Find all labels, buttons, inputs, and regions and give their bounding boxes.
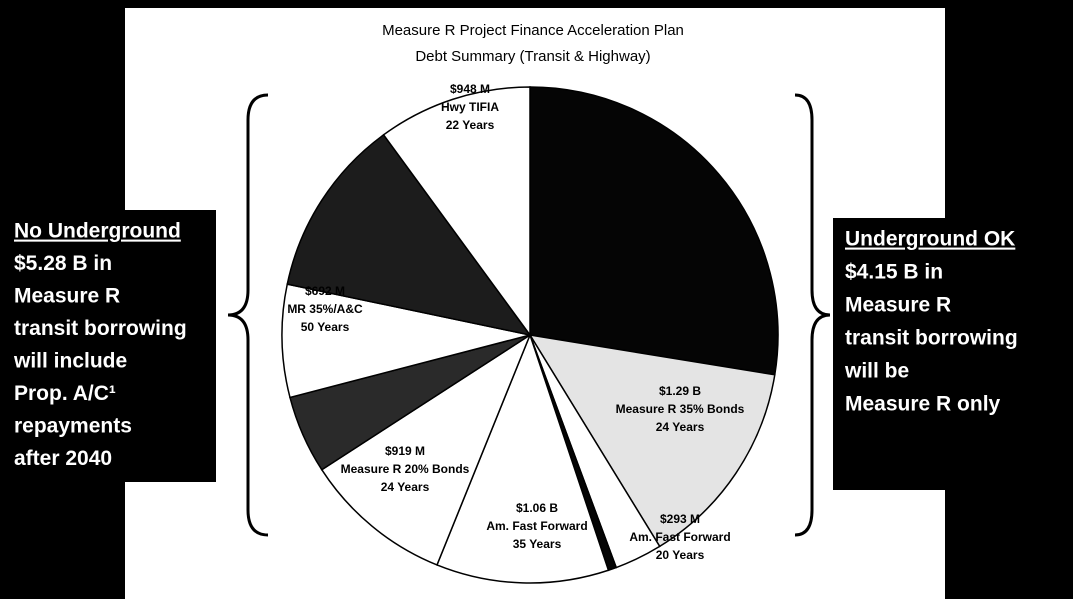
left-box	[0, 210, 216, 482]
pie-slice	[286, 133, 532, 337]
left-box-line: repayments	[14, 415, 132, 438]
slice-value-label: $293 M	[660, 512, 700, 526]
pie-slice	[382, 86, 531, 338]
slice-value-label: $1.29 B	[659, 384, 701, 398]
right-box-line: Measure R only	[845, 393, 1001, 416]
slice-category-label: Measure R 35% Bonds	[616, 402, 745, 416]
slice-category-label: Am. Fast Forward	[629, 530, 730, 544]
right-box-heading: Underground OK	[845, 228, 1015, 251]
slice-term-label: 35 Years	[513, 537, 562, 551]
left-box-line: after 2040	[14, 447, 112, 470]
slice-term-label: 24 Years	[381, 480, 430, 494]
right-box-line: transit borrowing	[845, 327, 1018, 350]
pie-slice	[436, 332, 610, 584]
slice-category-label: Am. Fast Forward	[486, 519, 587, 533]
slice-value-label: $919 M	[385, 444, 425, 458]
left-bracket	[227, 93, 269, 537]
slice-value-label: $948 M	[450, 82, 490, 96]
pie-slice	[528, 333, 776, 548]
pie	[281, 86, 779, 584]
left-box-line: Measure R	[14, 285, 120, 308]
chart-subtitle: Debt Summary (Transit & Highway)	[415, 48, 650, 65]
left-box-line: will include	[13, 350, 127, 373]
chart-title: Measure R Project Finance Acceleration P…	[382, 22, 684, 39]
right-box	[833, 218, 1073, 490]
slice-value-label: $692 M	[305, 284, 345, 298]
slice-category-label: Hwy TIFIA	[441, 100, 499, 114]
slice-term-label: 24 Years	[656, 420, 705, 434]
box-texts: No Underground $5.28 B in Measure R transit…	[13, 220, 1018, 471]
left-box-line: $5.28 B in	[14, 252, 112, 275]
pie-slice	[320, 333, 532, 566]
slice-term-label: 50 Years	[301, 320, 350, 334]
slice-labels: $1.29 B Measure R 35% Bonds 24 Years $293 M…	[287, 82, 744, 562]
right-bracket	[794, 93, 831, 537]
right-box-line: $4.15 B in	[845, 261, 943, 284]
slice-value-label: $1.06 B	[516, 501, 558, 515]
pie-slice	[529, 86, 779, 376]
left-box-line: transit borrowing	[14, 317, 187, 340]
slice-term-label: 20 Years	[656, 548, 705, 562]
pie-slice	[281, 283, 531, 399]
slice-category-label: MR 35%/A&C	[287, 302, 363, 316]
left-box-heading: No Underground	[14, 220, 181, 243]
right-box-line: will be	[844, 360, 909, 383]
slice-term-label: 22 Years	[446, 118, 495, 132]
slice-category-label: Measure R 20% Bonds	[341, 462, 470, 476]
right-box-line: Measure R	[845, 294, 951, 317]
left-box-line: Prop. A/C¹	[14, 382, 116, 405]
